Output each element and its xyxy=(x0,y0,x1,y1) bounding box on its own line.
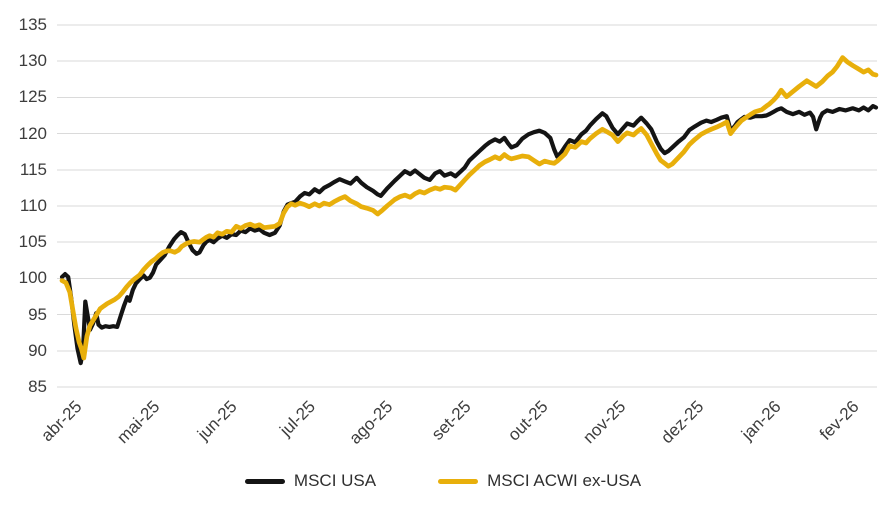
chart-plot-area xyxy=(57,24,879,388)
legend-label-msci-acwi-ex-usa: MSCI ACWI ex-USA xyxy=(487,471,642,490)
legend-swatch-msci-usa-icon xyxy=(244,478,285,484)
y-tick-label-110: 110 xyxy=(19,196,47,215)
y-tick-label-95: 95 xyxy=(28,304,47,324)
y-tick-label-130: 130 xyxy=(18,51,47,71)
series-line-msci-acwi-ex-usa xyxy=(59,55,879,361)
legend-item-msci-acwi-ex-usa: MSCI ACWI ex-USA xyxy=(438,471,641,491)
legend-label-msci-usa: MSCI USA xyxy=(293,471,377,490)
legend-swatch-msci-acwi-ex-usa-icon xyxy=(438,478,479,484)
y-tick-label-115: 115 xyxy=(19,159,47,179)
y-tick-label-125: 125 xyxy=(18,87,47,107)
series-line-msci-usa xyxy=(59,104,879,366)
chart-legend: MSCI USA MSCI ACWI ex-USA xyxy=(0,471,886,491)
legend-item-msci-usa: MSCI USA xyxy=(244,471,377,491)
y-tick-label-135: 135 xyxy=(18,15,47,34)
y-tick-label-90: 90 xyxy=(28,340,47,360)
y-tick-label-100: 100 xyxy=(18,268,47,288)
y-tick-label-105: 105 xyxy=(18,232,47,252)
y-tick-label-120: 120 xyxy=(18,123,47,143)
y-tick-label-85: 85 xyxy=(28,377,47,396)
